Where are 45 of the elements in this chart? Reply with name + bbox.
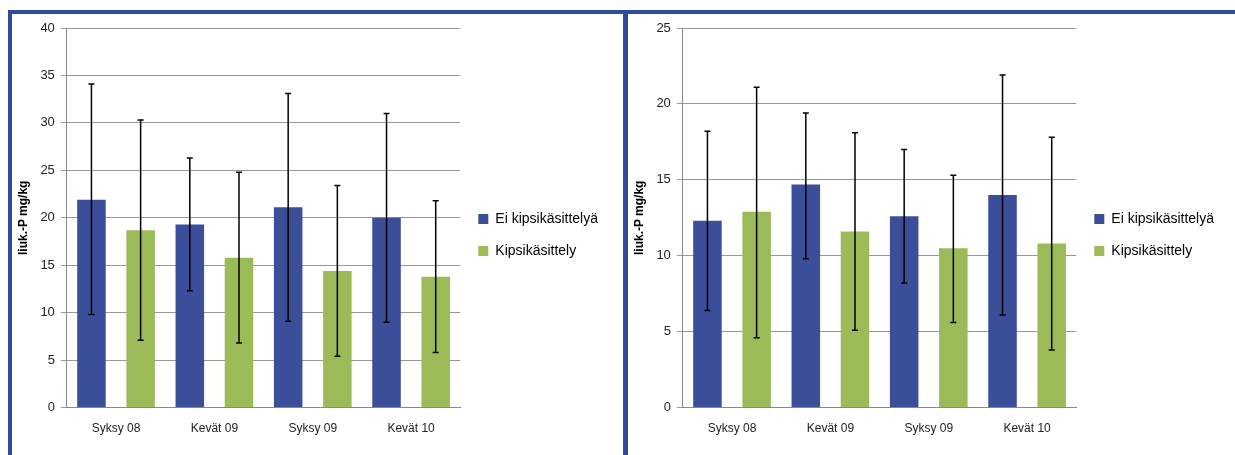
y-tick-label: 0 — [663, 399, 671, 415]
bar — [889, 216, 919, 408]
x-tick-label: Syksy 08 — [707, 421, 757, 436]
bar — [791, 184, 821, 408]
x-tick-label: Kevät 10 — [387, 421, 436, 436]
bar — [939, 248, 968, 408]
bar — [421, 276, 450, 408]
bar — [126, 230, 155, 408]
bar — [693, 220, 722, 408]
y-tick-label: 35 — [40, 67, 55, 83]
x-tick-label: Kevät 09 — [190, 421, 239, 436]
bar — [742, 211, 771, 408]
x-tick-label: Syksy 08 — [91, 421, 141, 436]
bar — [1037, 243, 1066, 408]
bar — [77, 199, 106, 408]
y-tick-label: 5 — [47, 351, 55, 367]
y-axis-title: liuk.-P mg/kg — [15, 180, 30, 256]
bar — [273, 207, 303, 408]
legend-label: Ei kipsikäsittelyä — [495, 209, 599, 226]
y-axis-title: liuk.-P mg/kg — [631, 180, 646, 256]
x-tick-label: Syksy 09 — [288, 421, 338, 436]
bar — [175, 224, 205, 408]
y-tick-label: 5 — [663, 323, 671, 339]
legend-label: Kipsikäsittely — [495, 241, 577, 258]
y-tick-label: 25 — [656, 19, 671, 35]
y-tick-label: 40 — [40, 19, 55, 35]
x-tick-label: Kevät 09 — [806, 421, 855, 436]
legend-label: Kipsikäsittely — [1111, 241, 1193, 258]
y-tick-label: 10 — [40, 304, 55, 320]
bar — [988, 195, 1017, 408]
y-tick-label: 15 — [656, 171, 671, 187]
x-tick-label: Kevät 10 — [1003, 421, 1052, 436]
y-tick-label: 25 — [40, 161, 55, 177]
bar — [323, 270, 352, 408]
x-tick-label: Syksy 09 — [904, 421, 954, 436]
y-tick-label: 20 — [656, 95, 671, 111]
y-tick-label: 15 — [40, 256, 55, 272]
y-tick-label: 30 — [40, 114, 55, 130]
bar — [840, 231, 870, 408]
y-tick-label: 20 — [40, 209, 55, 225]
legend-label: Ei kipsikäsittelyä — [1111, 209, 1215, 226]
y-tick-label: 0 — [47, 399, 55, 415]
y-tick-label: 10 — [656, 247, 671, 263]
bar — [372, 217, 401, 408]
bar — [224, 257, 254, 408]
